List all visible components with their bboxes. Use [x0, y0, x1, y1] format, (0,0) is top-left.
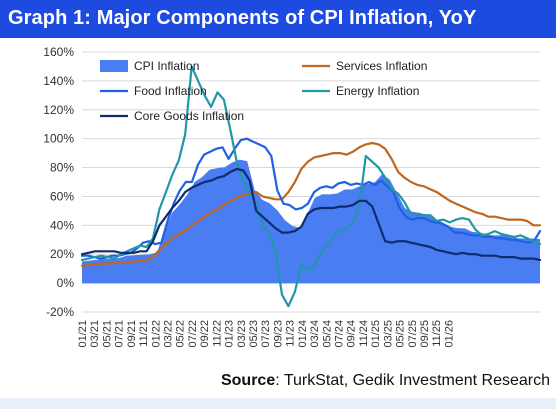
x-tick-label: 07/24	[333, 320, 345, 348]
x-tick-label: 03/22	[162, 320, 174, 348]
x-tick-label: 03/21	[89, 320, 101, 348]
legend-item: Services Inflation	[302, 59, 427, 73]
y-tick-label: 20%	[50, 247, 74, 261]
x-tick-label: 05/23	[248, 320, 260, 348]
x-tick-label: 01/23	[224, 320, 236, 348]
legend-label: Food Inflation	[134, 84, 207, 98]
x-tick-label: 01/21	[77, 320, 89, 348]
x-tick-label: 01/25	[370, 320, 382, 348]
source-note: Source: TurkStat, Gedik Investment Resea…	[221, 372, 550, 390]
x-tick-label: 09/21	[126, 320, 138, 348]
x-tick-label: 09/22	[199, 320, 211, 348]
y-tick-label: 60%	[50, 189, 74, 203]
legend-item: CPI Inflation	[100, 59, 199, 73]
chart-area: -20% 0% 20% 40% 60% 80% 100% 120% 140% 160% 01/21 0…	[0, 38, 556, 369]
source-text: : TurkStat, Gedik Investment Research	[275, 372, 550, 389]
legend-item: Energy Inflation	[302, 84, 419, 98]
x-tick-label: 11/23	[285, 320, 297, 347]
x-tick-label: 05/24	[321, 320, 333, 348]
x-tick-label: 03/23	[236, 320, 248, 348]
x-tick-label: 11/21	[138, 320, 150, 347]
x-tick-label: 05/22	[175, 320, 187, 348]
y-tick-label: 80%	[50, 161, 74, 175]
source-label: Source	[220, 372, 276, 389]
energy-inflation-line	[80, 65, 542, 308]
x-tick-label: 03/24	[309, 320, 321, 348]
x-tick-label: 01/24	[297, 320, 309, 348]
x-tick-label: 05/25	[395, 320, 407, 348]
legend-item: Food Inflation	[100, 84, 207, 98]
core-goods-inflation-line	[80, 167, 542, 262]
cpi-components-chart: -20%0%20%40%60%80%100%120%140%160%01/21 0…	[43, 45, 542, 348]
legend-item: Core Goods Inflation	[100, 109, 244, 123]
x-tick-label: 05/21	[101, 320, 113, 348]
legend-label: Services Inflation	[336, 59, 427, 73]
y-tick-label: -20%	[46, 305, 74, 319]
y-tick-label: 40%	[50, 218, 74, 232]
x-tick-label: 11/22	[211, 320, 223, 347]
food-inflation-line	[80, 137, 542, 260]
bottom-strip	[0, 398, 556, 409]
y-tick-label: 0%	[57, 276, 75, 290]
x-tick-label: 11/25	[431, 320, 443, 347]
x-tick-label: 01/22	[150, 320, 162, 348]
chart-header: Graph 1: Major Components of CPI Inflati…	[0, 0, 556, 38]
y-tick-label: 120%	[43, 103, 74, 117]
legend-swatch	[100, 60, 128, 72]
legend-label: Energy Inflation	[336, 84, 419, 98]
chart-title: Graph 1: Major Components of CPI Inflati…	[8, 7, 477, 29]
x-tick-label: 07/25	[407, 320, 419, 348]
cpi-inflation-area	[82, 159, 540, 284]
services-inflation-line	[80, 141, 542, 267]
x-tick-label: 03/25	[382, 320, 394, 348]
y-tick-label: 100%	[43, 132, 74, 146]
x-tick-label: 07/22	[187, 320, 199, 348]
legend-label: Core Goods Inflation	[134, 109, 244, 123]
x-tick-label: 01/26	[443, 320, 455, 348]
x-tick-label: 07/21	[114, 320, 126, 348]
x-tick-label: 09/24	[346, 320, 358, 348]
x-tick-label: 07/23	[260, 320, 272, 348]
y-tick-label: 140%	[43, 74, 74, 88]
x-tick-label: 11/24	[358, 320, 370, 347]
legend-label: CPI Inflation	[134, 59, 199, 73]
x-tick-label: 09/25	[419, 320, 431, 348]
y-tick-label: 160%	[43, 45, 74, 59]
x-tick-label: 09/23	[272, 320, 284, 348]
